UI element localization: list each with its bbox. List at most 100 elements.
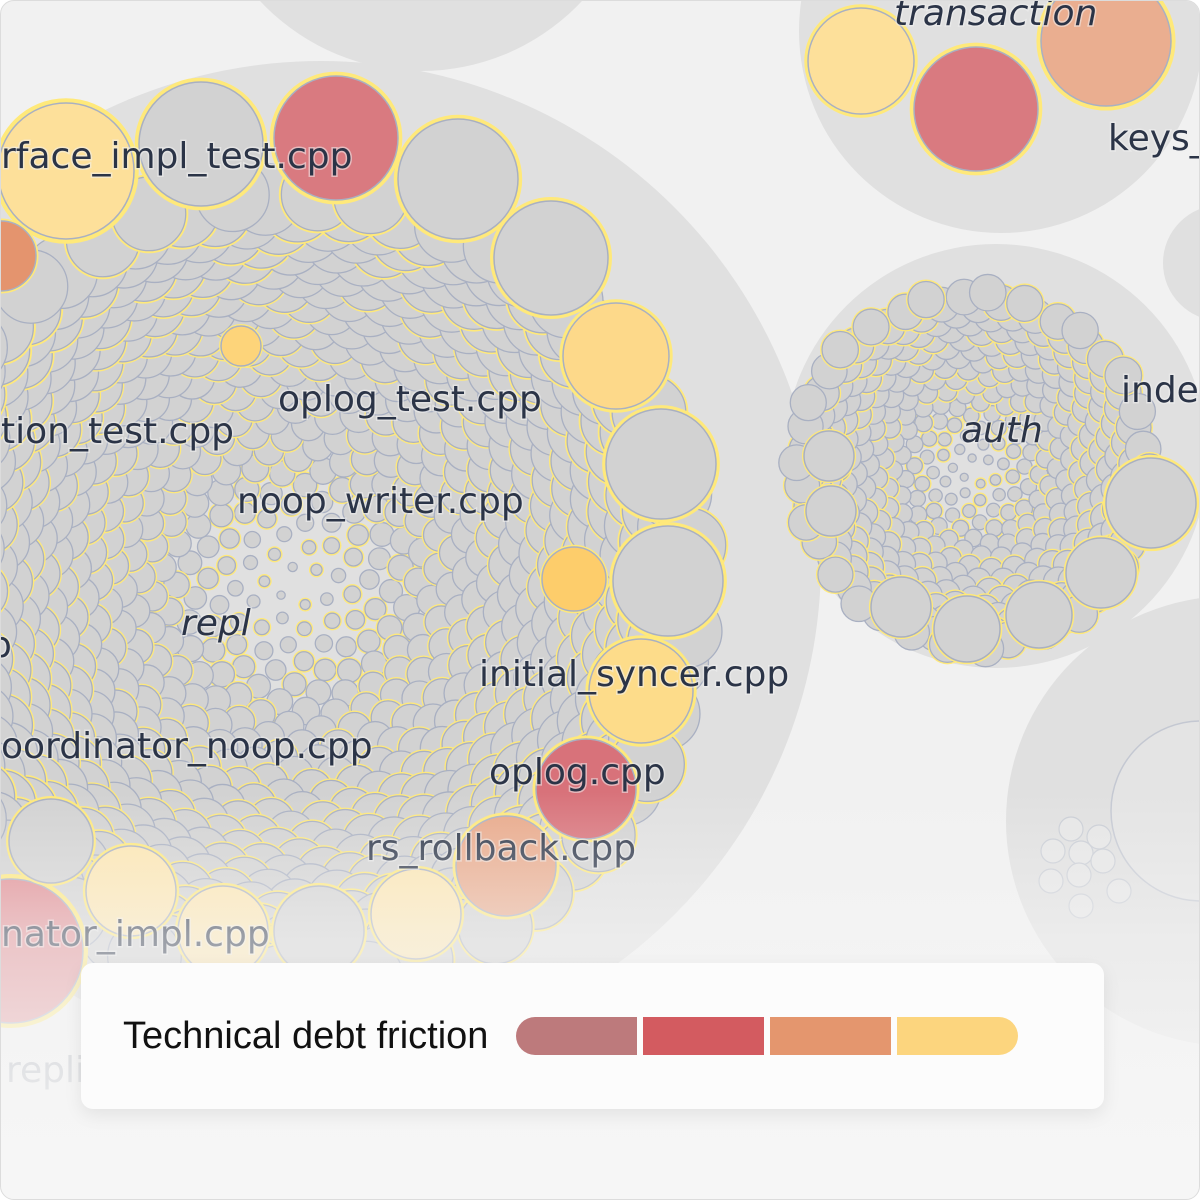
- file-circle[interactable]: [299, 598, 311, 611]
- label-file[interactable]: oordinator_noop.cpp: [1, 725, 374, 769]
- file-circle[interactable]: [914, 475, 931, 492]
- file-circle[interactable]: [279, 636, 297, 654]
- file-circle[interactable]: [336, 658, 362, 684]
- file-circle[interactable]: [1106, 878, 1132, 904]
- file-circle[interactable]: [937, 432, 952, 447]
- file-circle[interactable]: [296, 621, 312, 637]
- file-circle[interactable]: [989, 474, 1002, 486]
- file-circle[interactable]: [996, 457, 1010, 471]
- file-circle[interactable]: [301, 540, 317, 555]
- file-circle[interactable]: [1005, 581, 1073, 649]
- file-circle[interactable]: [975, 478, 986, 489]
- group-circle[interactable]: [1163, 205, 1200, 321]
- file-circle[interactable]: [985, 502, 1001, 518]
- file-circle[interactable]: [357, 629, 381, 654]
- file-circle[interactable]: [258, 575, 271, 588]
- label-file[interactable]: oplog_test.cpp: [277, 378, 544, 422]
- file-circle[interactable]: [319, 592, 334, 606]
- label-file[interactable]: initial_syncer.cpp: [478, 653, 791, 697]
- file-circle[interactable]: [803, 430, 855, 482]
- file-circle[interactable]: [968, 273, 1007, 312]
- file-circle[interactable]: [397, 118, 519, 240]
- file-circle[interactable]: [959, 487, 971, 499]
- file-circle[interactable]: [8, 798, 94, 884]
- file-circle[interactable]: [939, 475, 952, 488]
- file-circle[interactable]: [852, 308, 890, 346]
- file-circle[interactable]: [370, 868, 462, 960]
- file-circle[interactable]: [493, 200, 609, 316]
- file-circle[interactable]: [562, 302, 670, 410]
- file-circle[interactable]: [217, 556, 237, 575]
- file-circle[interactable]: [973, 493, 987, 507]
- file-circle[interactable]: [343, 547, 363, 567]
- file-circle[interactable]: [196, 535, 220, 559]
- file-circle[interactable]: [928, 488, 943, 503]
- file-circle[interactable]: [347, 524, 369, 546]
- file-circle[interactable]: [219, 528, 240, 549]
- file-circle[interactable]: [264, 659, 287, 681]
- file-circle[interactable]: [323, 537, 341, 555]
- file-circle[interactable]: [1068, 893, 1094, 919]
- file-circle[interactable]: [227, 579, 244, 597]
- file-circle[interactable]: [1065, 537, 1137, 609]
- file-circle[interactable]: [254, 641, 274, 661]
- label-file[interactable]: rface_impl_test.cpp: [1, 135, 354, 179]
- label-group[interactable]: repli: [5, 1049, 87, 1093]
- file-circle[interactable]: [209, 503, 234, 528]
- label-file[interactable]: oplog.cpp: [488, 751, 668, 795]
- file-circle[interactable]: [287, 561, 298, 573]
- file-circle[interactable]: [937, 448, 950, 462]
- file-circle[interactable]: [1005, 469, 1021, 484]
- file-circle[interactable]: [310, 563, 323, 577]
- file-circle[interactable]: [314, 634, 334, 653]
- file-circle[interactable]: [1066, 862, 1092, 888]
- file-circle[interactable]: [1058, 816, 1084, 842]
- file-circle[interactable]: [947, 462, 959, 474]
- label-group[interactable]: repl: [180, 602, 253, 646]
- file-circle[interactable]: [926, 465, 940, 480]
- file-circle[interactable]: [908, 489, 927, 508]
- file-circle[interactable]: [870, 576, 932, 638]
- file-circle[interactable]: [907, 280, 945, 319]
- file-circle[interactable]: [913, 46, 1039, 172]
- file-circle[interactable]: [276, 590, 286, 600]
- file-circle[interactable]: [1040, 838, 1066, 864]
- file-circle[interactable]: [254, 619, 270, 636]
- file-circle[interactable]: [1090, 848, 1116, 874]
- file-circle[interactable]: [243, 530, 262, 549]
- file-circle[interactable]: [1061, 311, 1099, 350]
- file-circle[interactable]: [335, 636, 357, 658]
- file-circle[interactable]: [330, 567, 347, 584]
- file-circle[interactable]: [1038, 868, 1064, 894]
- label-file[interactable]: nator_impl.cpp: [1, 913, 271, 957]
- label-file[interactable]: inde: [1120, 369, 1200, 413]
- label-group[interactable]: auth: [960, 409, 1045, 453]
- file-circle[interactable]: [1105, 457, 1197, 549]
- file-circle[interactable]: [541, 546, 607, 612]
- file-circle[interactable]: [821, 330, 860, 369]
- file-circle[interactable]: [605, 408, 717, 520]
- label-file[interactable]: keys_: [1107, 117, 1200, 161]
- file-circle[interactable]: [612, 525, 724, 637]
- file-circle[interactable]: [276, 526, 293, 543]
- file-circle[interactable]: [293, 651, 315, 672]
- file-circle[interactable]: [343, 585, 362, 604]
- file-circle[interactable]: [220, 325, 262, 367]
- file-circle[interactable]: [817, 556, 854, 593]
- file-circle[interactable]: [982, 454, 994, 466]
- file-circle[interactable]: [944, 492, 958, 506]
- file-circle[interactable]: [1068, 840, 1094, 866]
- file-circle[interactable]: [324, 612, 341, 630]
- file-circle[interactable]: [242, 554, 259, 571]
- file-circle[interactable]: [359, 569, 380, 590]
- label-file[interactable]: rs_rollback.cpp: [365, 827, 638, 871]
- file-circle[interactable]: [933, 595, 1001, 663]
- file-circle[interactable]: [925, 502, 943, 520]
- group-circle[interactable]: [201, 1, 641, 71]
- label-file[interactable]: noop_writer.cpp: [236, 480, 526, 524]
- file-circle[interactable]: [345, 609, 366, 630]
- file-circle[interactable]: [1006, 284, 1044, 323]
- label-group[interactable]: transaction: [893, 1, 1099, 36]
- file-circle[interactable]: [962, 504, 977, 519]
- file-circle[interactable]: [805, 485, 857, 537]
